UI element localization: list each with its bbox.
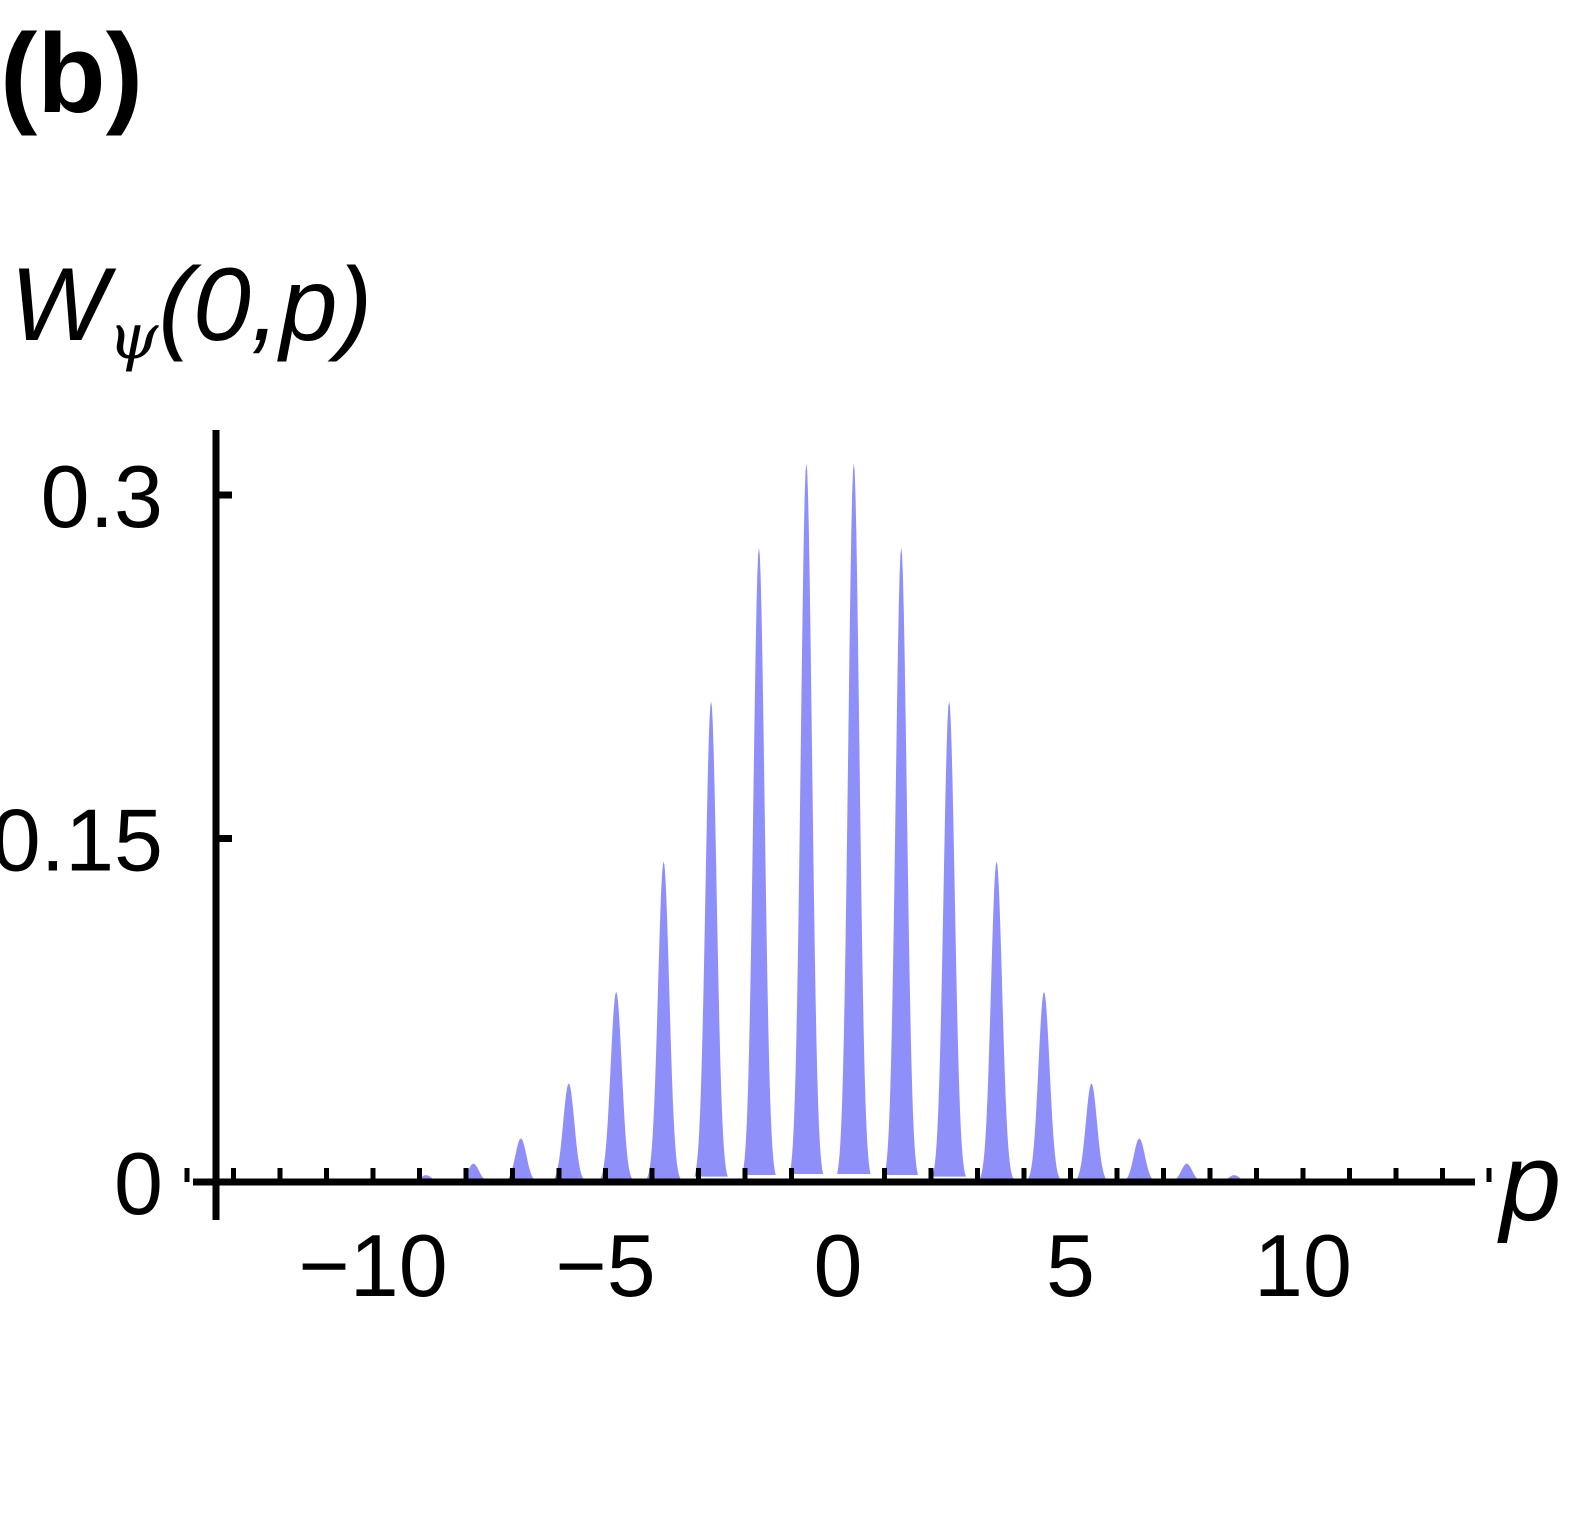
wigner-peak bbox=[837, 462, 871, 1175]
y-axis-label-args: (0,p) bbox=[158, 247, 372, 363]
y-tick-label: 0 bbox=[114, 1134, 163, 1233]
x-tick-label: 5 bbox=[1046, 1216, 1095, 1315]
x-tick-labels: −10 −5 0 5 10 bbox=[298, 1216, 1352, 1315]
wigner-peak bbox=[789, 462, 824, 1175]
y-tick-label: 0.15 bbox=[0, 791, 163, 890]
wigner-peak bbox=[552, 1083, 586, 1181]
y-axis-label: Wψ(0,p) bbox=[10, 247, 372, 374]
panel-label: (b) bbox=[0, 11, 143, 136]
x-axis-name: p bbox=[1497, 1121, 1561, 1244]
wigner-peak bbox=[1027, 991, 1061, 1180]
wigner-peak bbox=[932, 701, 966, 1177]
x-tick-label: 0 bbox=[814, 1216, 863, 1315]
wigner-peak bbox=[884, 547, 918, 1175]
wigner-peak bbox=[1170, 1163, 1204, 1182]
plot-area bbox=[409, 462, 1299, 1182]
x-tick-label: −10 bbox=[298, 1216, 447, 1315]
x-tick-label: 10 bbox=[1254, 1216, 1352, 1315]
y-axis-label-subscript: ψ bbox=[108, 300, 159, 374]
wigner-peak bbox=[694, 701, 728, 1177]
axes bbox=[193, 430, 1475, 1220]
wigner-peak bbox=[979, 861, 1014, 1179]
wigner-peak bbox=[599, 991, 633, 1180]
wigner-peak bbox=[504, 1138, 538, 1182]
wigner-peak bbox=[1122, 1138, 1157, 1182]
wigner-peak bbox=[1074, 1083, 1109, 1181]
wigner-peak bbox=[646, 861, 681, 1179]
wigner-peak bbox=[742, 547, 776, 1175]
y-ticks: 0 0.15 0.3 bbox=[0, 447, 232, 1233]
x-tick-label: −5 bbox=[555, 1216, 655, 1315]
y-tick-label: 0.3 bbox=[41, 447, 163, 546]
y-axis-label-main: W bbox=[10, 247, 117, 363]
